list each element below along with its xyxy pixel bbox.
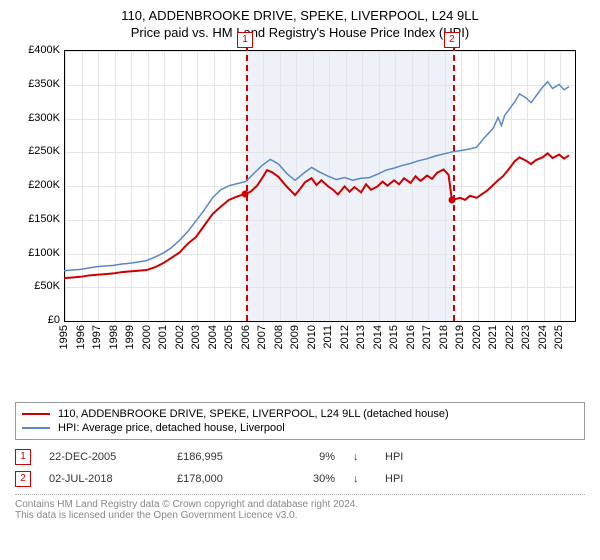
legend-item-property: 110, ADDENBROOKE DRIVE, SPEKE, LIVERPOOL… (22, 407, 578, 421)
sale-marker: 2 (15, 471, 31, 487)
xtick-label: 2002 (174, 325, 186, 349)
xtick-label: 2020 (471, 325, 483, 349)
ytick-label: £50K (20, 280, 60, 292)
xtick-label: 2011 (322, 325, 334, 349)
legend-label: HPI: Average price, detached house, Live… (58, 422, 285, 434)
xtick-label: 2024 (537, 325, 549, 349)
xtick-label: 1997 (91, 325, 103, 349)
xtick-label: 2004 (207, 325, 219, 349)
footer-line2: This data is licensed under the Open Gov… (15, 510, 585, 521)
xtick-label: 2021 (487, 325, 499, 349)
separator (15, 494, 585, 495)
sale-marker: 1 (15, 449, 31, 465)
sale-vs: HPI (385, 451, 415, 463)
chart-marker: 1 (237, 32, 253, 48)
legend-item-hpi: HPI: Average price, detached house, Live… (22, 421, 578, 435)
sale-pct: 30% (285, 473, 335, 485)
xtick-label: 2012 (339, 325, 351, 349)
chart-title: 110, ADDENBROOKE DRIVE, SPEKE, LIVERPOOL… (0, 0, 600, 44)
xtick-label: 1999 (124, 325, 136, 349)
xtick-label: 2016 (405, 325, 417, 349)
title-line1: 110, ADDENBROOKE DRIVE, SPEKE, LIVERPOOL… (0, 8, 600, 23)
title-line2: Price paid vs. HM Land Registry's House … (0, 25, 600, 40)
ytick-label: £400K (20, 44, 60, 56)
xtick-label: 2018 (438, 325, 450, 349)
sale-date: 02-JUL-2018 (49, 473, 159, 485)
xtick-label: 2015 (388, 325, 400, 349)
legend-swatch (22, 427, 50, 429)
down-arrow-icon: ↓ (353, 451, 367, 463)
chart-marker: 2 (444, 32, 460, 48)
ytick-label: £250K (20, 145, 60, 157)
xtick-label: 2025 (553, 325, 565, 349)
legend: 110, ADDENBROOKE DRIVE, SPEKE, LIVERPOOL… (15, 402, 585, 440)
xtick-label: 2008 (273, 325, 285, 349)
xtick-label: 2010 (306, 325, 318, 349)
sale-dot (242, 190, 249, 197)
sales-table: 1 22-DEC-2005 £186,995 9% ↓ HPI 2 02-JUL… (15, 446, 585, 490)
ytick-label: £150K (20, 213, 60, 225)
xtick-label: 2007 (256, 325, 268, 349)
xtick-label: 2023 (520, 325, 532, 349)
sale-price: £186,995 (177, 451, 267, 463)
xtick-label: 1998 (108, 325, 120, 349)
ytick-label: £300K (20, 112, 60, 124)
xtick-label: 2009 (289, 325, 301, 349)
xtick-label: 2014 (372, 325, 384, 349)
xtick-label: 2000 (141, 325, 153, 349)
xtick-label: 2005 (223, 325, 235, 349)
footer: Contains HM Land Registry data © Crown c… (15, 499, 585, 521)
series-hpi (64, 82, 569, 271)
footer-line1: Contains HM Land Registry data © Crown c… (15, 499, 585, 510)
sale-dot (448, 196, 455, 203)
ytick-label: £350K (20, 78, 60, 90)
down-arrow-icon: ↓ (353, 473, 367, 485)
sale-vs: HPI (385, 473, 415, 485)
series-property (64, 153, 569, 278)
xtick-label: 2013 (355, 325, 367, 349)
sale-price: £178,000 (177, 473, 267, 485)
chart-area: £0 £50K £100K £150K £200K £250K £300K £350K £400… (20, 44, 580, 364)
legend-label: 110, ADDENBROOKE DRIVE, SPEKE, LIVERPOOL… (58, 408, 449, 420)
xtick-label: 2001 (157, 325, 169, 349)
sale-pct: 9% (285, 451, 335, 463)
xtick-label: 2019 (454, 325, 466, 349)
xtick-label: 2003 (190, 325, 202, 349)
xtick-label: 2022 (504, 325, 516, 349)
ytick-label: £100K (20, 247, 60, 259)
xtick-label: 1995 (58, 325, 70, 349)
legend-swatch (22, 413, 50, 415)
sale-date: 22-DEC-2005 (49, 451, 159, 463)
xtick-label: 1996 (75, 325, 87, 349)
xtick-label: 2006 (240, 325, 252, 349)
sale-row: 2 02-JUL-2018 £178,000 30% ↓ HPI (15, 468, 585, 490)
ytick-label: £200K (20, 179, 60, 191)
sale-row: 1 22-DEC-2005 £186,995 9% ↓ HPI (15, 446, 585, 468)
ytick-label: £0 (20, 314, 60, 326)
xtick-label: 2017 (421, 325, 433, 349)
